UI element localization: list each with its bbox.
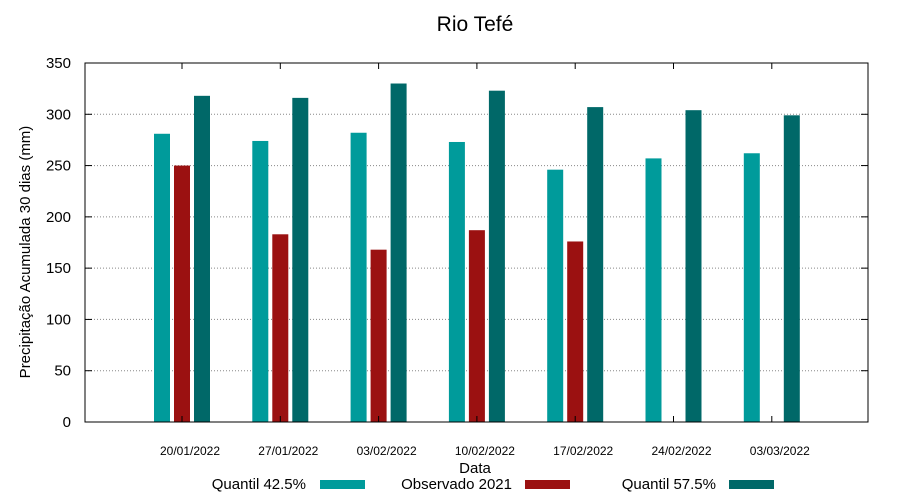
bar [370,249,387,422]
legend-swatch [320,480,365,489]
y-tick-label: 200 [46,209,71,226]
x-tick-label: 24/02/2022 [651,444,711,458]
y-axis-label: Precipitação Acumulada 30 dias (mm) [17,126,34,379]
bar [448,141,465,423]
bar [390,83,407,422]
bar [468,230,485,422]
bar [292,97,309,423]
bar [252,140,269,422]
legend-swatch [525,480,570,489]
bar [743,153,760,422]
x-tick-label: 10/02/2022 [455,444,515,458]
x-axis-label: Data [459,460,491,477]
legend: Quantil 42.5% Observado 2021 Quantil 57.5% [212,476,774,493]
x-tick-label: 03/02/2022 [357,444,417,458]
x-tick-label: 17/02/2022 [553,444,613,458]
y-tick-label: 250 [46,158,71,175]
bar [488,90,505,423]
y-tick-label: 0 [63,414,71,431]
y-tick-label: 50 [54,363,71,380]
bar [547,169,564,422]
bar [154,133,170,422]
y-tick-label: 300 [46,106,71,123]
bar [685,110,702,422]
bars [154,83,800,423]
legend-label: Quantil 57.5% [622,476,716,493]
y-tick-label: 150 [46,260,71,277]
legend-label: Observado 2021 [401,476,512,493]
bar [350,132,367,422]
x-tick-label: 27/01/2022 [258,444,318,458]
y-tick-label: 350 [46,55,71,72]
x-tick-label: 03/03/2022 [750,444,810,458]
legend-label: Quantil 42.5% [212,476,306,493]
bar [645,158,662,423]
bar [174,165,190,423]
bar [783,115,800,422]
legend-swatch [729,480,774,489]
chart-title: Rio Tefé [437,13,514,36]
x-axis-ticks: 20/01/2022 27/01/2022 03/02/2022 10/02/2022… [160,63,810,458]
y-tick-label: 100 [46,311,71,328]
bar [567,241,584,422]
bar [272,234,289,422]
x-tick-label: 20/01/2022 [160,444,220,458]
bar [194,95,210,422]
bar [587,107,604,422]
y-axis-ticks: 0 50 100 150 200 250 300 350 [46,55,868,431]
